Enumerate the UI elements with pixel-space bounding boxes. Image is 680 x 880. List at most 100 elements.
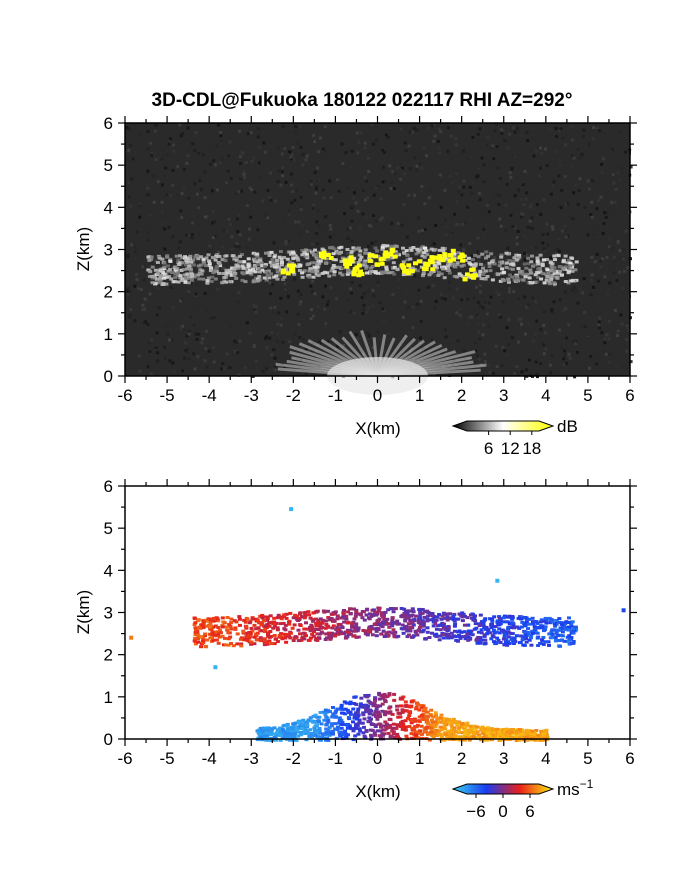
noise-pixel <box>253 308 256 312</box>
noise-pixel <box>281 124 285 128</box>
noise-pixel <box>419 336 422 340</box>
noise-pixel <box>156 359 160 363</box>
cloud-pixel <box>313 268 318 272</box>
noise-pixel <box>160 183 164 187</box>
noise-pixel <box>311 279 315 283</box>
noise-pixel <box>155 313 159 317</box>
noise-pixel <box>263 150 267 154</box>
noise-pixel <box>396 277 400 281</box>
noise-pixel <box>362 303 366 307</box>
cloud-pixel <box>185 256 190 260</box>
velocity-pixel <box>377 734 382 738</box>
noise-pixel <box>154 259 158 263</box>
cloud-pixel <box>210 275 215 279</box>
cloud-pixel <box>375 249 380 253</box>
velocity-pixel <box>192 639 197 643</box>
cloud-pixel <box>257 267 262 270</box>
noise-pixel <box>595 362 598 366</box>
noise-pixel <box>294 130 298 134</box>
noise-pixel <box>335 297 339 300</box>
cloud-pixel <box>232 274 237 277</box>
noise-pixel <box>171 235 175 239</box>
noise-pixel <box>546 243 550 247</box>
noise-pixel <box>425 154 429 158</box>
cloud-pixel <box>461 275 466 278</box>
velocity-pixel <box>491 625 496 629</box>
velocity-pixel <box>354 610 359 614</box>
noise-pixel <box>411 326 415 330</box>
noise-pixel <box>220 367 224 371</box>
noise-pixel <box>602 132 606 135</box>
cloud-pixel <box>544 272 549 276</box>
velocity-pixel <box>566 640 571 644</box>
velocity-pixel <box>237 623 242 627</box>
cloud-pixel <box>176 271 181 275</box>
cloud-pixel <box>338 271 343 275</box>
velocity-pixel <box>423 637 428 641</box>
velocity-pixel <box>344 736 349 740</box>
noise-pixel <box>476 133 480 136</box>
noise-pixel <box>612 181 616 185</box>
velocity-pixel <box>408 705 413 709</box>
velocity-pixel <box>479 728 484 732</box>
noise-pixel <box>237 190 241 194</box>
strong-echo <box>344 264 350 269</box>
cloud-pixel <box>477 274 482 278</box>
y-tick-label: 3 <box>104 241 113 260</box>
noise-pixel <box>248 227 252 231</box>
noise-pixel <box>539 212 543 216</box>
noise-pixel <box>129 204 133 208</box>
velocity-pixel <box>361 711 366 715</box>
cloud-pixel <box>268 260 273 264</box>
velocity-pixel <box>406 609 411 613</box>
velocity-pixel <box>335 614 340 618</box>
noise-pixel <box>363 176 367 180</box>
velocity-pixel <box>441 633 446 637</box>
velocity-pixel <box>449 723 454 727</box>
velocity-pixel <box>572 625 577 629</box>
noise-pixel <box>511 154 515 158</box>
velocity-pixel <box>324 738 328 742</box>
velocity-pixel <box>317 727 322 730</box>
cloud-pixel <box>439 272 444 276</box>
velocity-pixel <box>221 620 226 624</box>
noise-pixel <box>284 240 288 244</box>
cloud-pixel <box>307 275 312 279</box>
cloud-pixel <box>566 281 571 285</box>
noise-pixel <box>481 139 485 143</box>
velocity-pixel <box>410 699 415 703</box>
noise-pixel <box>225 230 229 234</box>
noise-pixel <box>589 292 593 296</box>
cloud-pixel <box>563 265 568 269</box>
noise-pixel <box>195 192 199 196</box>
noise-pixel <box>594 225 598 229</box>
velocity-pixel <box>308 636 313 640</box>
velocity-pixel <box>542 619 546 623</box>
noise-pixel <box>141 265 144 269</box>
noise-pixel <box>490 133 494 137</box>
noise-pixel <box>494 344 498 348</box>
noise-pixel <box>569 216 572 220</box>
velocity-pixel <box>550 635 555 639</box>
velocity-pixel <box>464 735 469 739</box>
noise-pixel <box>430 337 434 341</box>
velocity-pixel <box>437 613 442 616</box>
cloud-pixel <box>217 261 222 265</box>
cloud-pixel <box>215 265 220 268</box>
velocity-pixel <box>420 611 425 615</box>
x-tick-label: 5 <box>583 386 592 405</box>
velocity-pixel <box>386 608 391 612</box>
noise-pixel <box>129 201 133 204</box>
velocity-pixel <box>335 727 340 731</box>
cloud-pixel <box>176 263 181 266</box>
noise-pixel <box>386 194 390 198</box>
noise-pixel <box>520 370 524 374</box>
velocity-pixel <box>281 621 286 625</box>
velocity-pixel <box>376 609 381 613</box>
noise-pixel <box>589 354 593 358</box>
cloud-pixel <box>325 271 330 275</box>
noise-pixel <box>219 131 223 135</box>
velocity-pixel <box>224 643 229 647</box>
noise-pixel <box>342 330 346 334</box>
